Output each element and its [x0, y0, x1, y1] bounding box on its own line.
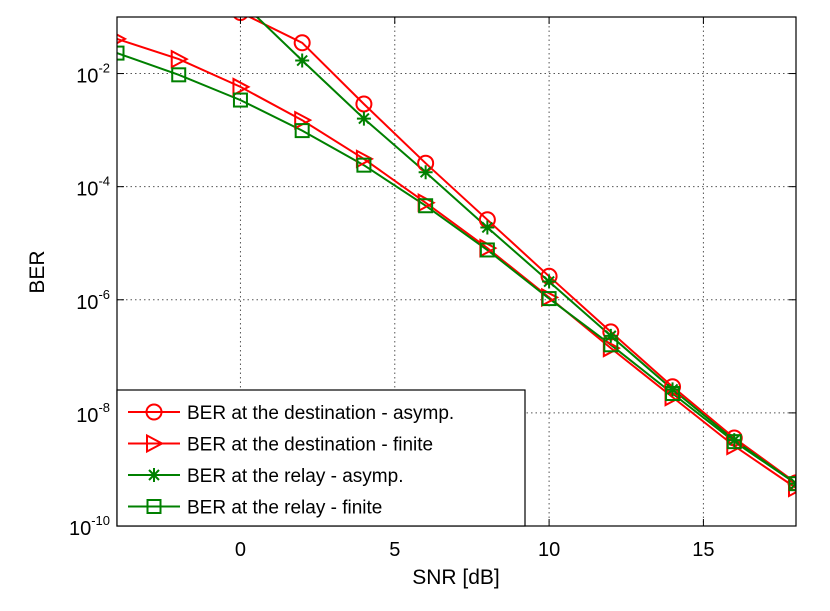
series-line [117, 52, 796, 485]
data-point-square [788, 476, 796, 492]
y-tick-label: 10-8 [76, 400, 110, 427]
series-line [255, 17, 796, 485]
legend: BER at the destination - asymp. BER at th… [116, 389, 526, 527]
y-axis-label: BER [26, 250, 49, 293]
data-point-square [232, 92, 248, 108]
x-axis-label: SNR [dB] [412, 566, 500, 589]
x-tick-label: 10 [538, 539, 560, 561]
data-point-triangle-right [232, 77, 251, 97]
y-tick-label: 10-6 [76, 287, 110, 314]
data-point-square [603, 337, 619, 353]
legend-label: BER at the relay - asymp. [187, 466, 403, 487]
x-tick-label: 15 [692, 539, 714, 561]
y-tick-label: 10-2 [76, 61, 110, 88]
data-point-triangle-right [170, 49, 189, 69]
legend-label: BER at the relay - finite [187, 498, 382, 519]
data-point-circle [355, 95, 373, 113]
legend-label: BER at the destination - finite [187, 435, 433, 456]
data-point-star [727, 433, 742, 448]
data-point-triangle-right [146, 433, 165, 454]
series-markers [117, 0, 796, 498]
data-point-star [542, 274, 557, 289]
data-point-star [480, 220, 495, 235]
data-point-star [147, 468, 161, 482]
data-point-square [356, 157, 372, 173]
data-point-square [665, 386, 681, 402]
series-line [117, 37, 796, 489]
data-point-square [146, 499, 162, 514]
x-tick-label: 0 [235, 539, 246, 561]
data-point-circle [145, 403, 163, 421]
data-point-star [603, 328, 618, 343]
data-point-square [171, 67, 187, 83]
data-point-square [541, 291, 557, 307]
data-point-square [726, 434, 742, 450]
series-lines [117, 17, 796, 489]
axis-tick-labels: 0 5 10 15 10-2 10-4 10-6 10-8 10-10 [69, 61, 715, 561]
data-point-star [233, 0, 247, 8]
y-tick-label: 10-10 [69, 513, 110, 540]
data-point-star [295, 53, 310, 68]
data-point-square [479, 242, 495, 258]
data-point-circle [293, 34, 311, 52]
data-point-square [418, 198, 434, 214]
data-point-star [665, 382, 680, 397]
x-tick-label: 5 [389, 539, 400, 561]
data-point-square [117, 45, 125, 61]
data-point-star [356, 111, 371, 126]
series-line [247, 17, 796, 484]
legend-label: BER at the destination - asymp. [187, 403, 454, 424]
legend-box [116, 389, 526, 527]
data-point-star [418, 165, 433, 180]
y-tick-label: 10-4 [76, 174, 110, 201]
data-point-square [294, 123, 310, 139]
